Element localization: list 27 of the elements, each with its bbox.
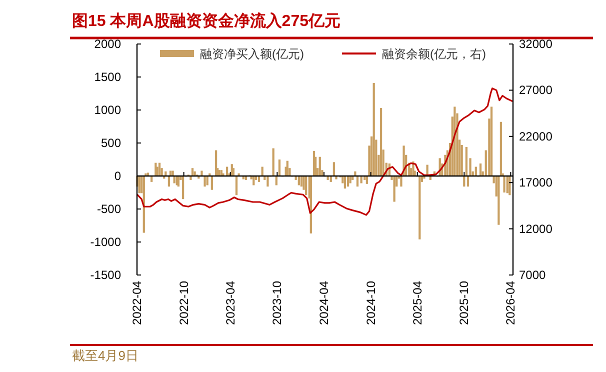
y-tick-label: 1000: [94, 103, 122, 117]
y-tick-label: 0: [114, 169, 122, 183]
y2-tick-label: 22000: [519, 129, 553, 144]
x-tick-label: 2024-10: [364, 280, 378, 326]
chart-title: 图15 本周A股融资资金净流入275亿元: [72, 11, 340, 30]
y-tick-label: 1500: [94, 70, 122, 84]
y2-tick-label: 12000: [519, 222, 553, 236]
x-tick-label: 2022-10: [176, 280, 191, 326]
x-tick-label: 2024-04: [316, 280, 331, 326]
y2-tick-label: 17000: [519, 176, 553, 190]
x-tick-label: 2026-04: [504, 280, 518, 326]
y-tick-label: -1000: [90, 235, 122, 249]
y2-tick-label: 7000: [519, 268, 546, 282]
x-tick-label: 2023-10: [270, 280, 284, 326]
x-tick-label: 2023-04: [223, 280, 238, 326]
y-tick-label: -500: [96, 202, 122, 216]
x-tick-label: 2022-04: [130, 280, 144, 326]
y-tick-label: -1500: [90, 268, 122, 282]
x-tick-label: 2025-10: [457, 280, 472, 326]
text: 截至4月9日: [72, 348, 138, 363]
y2-tick-label: 27000: [519, 83, 553, 98]
legend-label: 融资余额(亿元，右): [382, 47, 486, 61]
y-tick-label: 500: [100, 136, 122, 150]
x-tick-label: 2025-04: [410, 280, 424, 326]
y-tick-label: 2000: [94, 37, 122, 51]
legend-label: 融资净买入额(亿元): [200, 47, 304, 61]
y2-tick-label: 32000: [519, 37, 553, 51]
